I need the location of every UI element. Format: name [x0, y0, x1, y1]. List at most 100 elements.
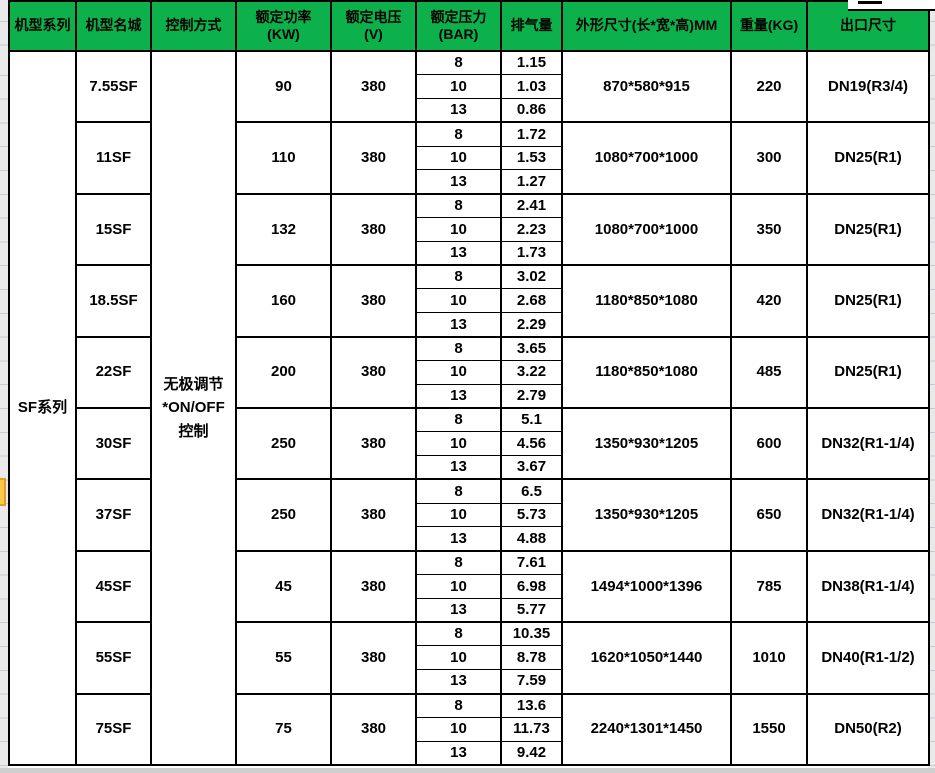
cell-rated-voltage[interactable]: 380 [330, 621, 417, 695]
cell-pressure[interactable]: 8 [415, 192, 502, 219]
header-dimensions[interactable]: 外形尺寸(长*宽*高)MM [561, 0, 732, 52]
cell-rated-voltage[interactable]: 380 [330, 121, 417, 195]
cell-dimensions[interactable]: 1080*700*1000 [561, 192, 732, 267]
cell-rated-voltage[interactable]: 380 [330, 549, 417, 624]
cell-rated-power[interactable]: 132 [235, 192, 332, 267]
cell-displacement[interactable]: 13.6 [500, 692, 563, 718]
cell-weight[interactable]: 600 [730, 406, 808, 481]
cell-dimensions[interactable]: 1620*1050*1440 [561, 621, 732, 695]
header-control-mode[interactable]: 控制方式 [150, 0, 237, 52]
cell-displacement[interactable]: 1.73 [500, 240, 563, 266]
cell-dimensions[interactable]: 1180*850*1080 [561, 264, 732, 338]
header-model-name[interactable]: 机型名城 [75, 0, 152, 52]
cell-weight[interactable]: 485 [730, 335, 808, 409]
cell-displacement[interactable]: 3.65 [500, 335, 563, 361]
cell-displacement[interactable]: 4.88 [500, 526, 563, 552]
cell-rated-voltage[interactable]: 380 [330, 478, 417, 552]
cell-pressure[interactable]: 13 [415, 383, 502, 409]
cell-pressure[interactable]: 10 [415, 502, 502, 528]
cell-pressure[interactable]: 8 [415, 264, 502, 290]
cell-displacement[interactable]: 6.98 [500, 574, 563, 599]
cell-weight[interactable]: 1010 [730, 621, 808, 695]
cell-outlet-size[interactable]: DN25(R1) [806, 192, 930, 267]
cell-pressure[interactable]: 13 [415, 169, 502, 195]
cell-rated-voltage[interactable]: 380 [330, 192, 417, 267]
cell-outlet-size[interactable]: DN40(R1-1/2) [806, 621, 930, 695]
cell-dimensions[interactable]: 1350*930*1205 [561, 478, 732, 552]
cell-pressure[interactable]: 10 [415, 217, 502, 242]
header-rated-voltage[interactable]: 额定电压 (V) [330, 0, 417, 52]
cell-weight[interactable]: 650 [730, 478, 808, 552]
cell-rated-voltage[interactable]: 380 [330, 692, 417, 766]
cell-weight[interactable]: 420 [730, 264, 808, 338]
cell-pressure[interactable]: 8 [415, 692, 502, 718]
cell-model-name[interactable]: 15SF [75, 192, 152, 267]
cell-pressure[interactable]: 8 [415, 335, 502, 361]
cell-pressure[interactable]: 10 [415, 431, 502, 457]
cell-pressure[interactable]: 13 [415, 312, 502, 338]
cell-displacement[interactable]: 9.42 [500, 740, 563, 766]
cell-displacement[interactable]: 7.61 [500, 549, 563, 576]
cell-displacement[interactable]: 4.56 [500, 431, 563, 457]
cell-model-name[interactable]: 55SF [75, 621, 152, 695]
cell-dimensions[interactable]: 870*580*915 [561, 49, 732, 124]
cell-weight[interactable]: 300 [730, 121, 808, 195]
cell-pressure[interactable]: 10 [415, 645, 502, 671]
header-rated-pressure[interactable]: 额定压力 (BAR) [415, 0, 502, 52]
cell-model-name[interactable]: 37SF [75, 478, 152, 552]
cell-model-name[interactable]: 11SF [75, 121, 152, 195]
cell-outlet-size[interactable]: DN25(R1) [806, 121, 930, 195]
header-series[interactable]: 机型系列 [8, 0, 77, 52]
cell-displacement[interactable]: 2.79 [500, 383, 563, 409]
cell-pressure[interactable]: 8 [415, 406, 502, 433]
cell-model-name[interactable]: 30SF [75, 406, 152, 481]
cell-rated-power[interactable]: 250 [235, 478, 332, 552]
cell-displacement[interactable]: 5.77 [500, 597, 563, 623]
cell-pressure[interactable]: 13 [415, 740, 502, 766]
cell-outlet-size[interactable]: DN25(R1) [806, 264, 930, 338]
cell-rated-power[interactable]: 45 [235, 549, 332, 624]
cell-pressure[interactable]: 10 [415, 288, 502, 314]
cell-displacement[interactable]: 6.5 [500, 478, 563, 504]
cell-control-mode[interactable]: 无极调节 *ON/OFF 控制 [150, 50, 237, 766]
cell-displacement[interactable]: 2.41 [500, 192, 563, 219]
cell-pressure[interactable]: 10 [415, 574, 502, 599]
cell-pressure[interactable]: 8 [415, 549, 502, 576]
cell-pressure[interactable]: 13 [415, 240, 502, 266]
cell-dimensions[interactable]: 1494*1000*1396 [561, 549, 732, 624]
cell-rated-power[interactable]: 160 [235, 264, 332, 338]
cell-displacement[interactable]: 8.78 [500, 645, 563, 671]
cell-outlet-size[interactable]: DN38(R1-1/4) [806, 549, 930, 624]
cell-dimensions[interactable]: 1350*930*1205 [561, 406, 732, 481]
cell-displacement[interactable]: 1.03 [500, 74, 563, 100]
cell-dimensions[interactable]: 1080*700*1000 [561, 121, 732, 195]
cell-pressure[interactable]: 8 [415, 478, 502, 504]
cell-dimensions[interactable]: 1180*850*1080 [561, 335, 732, 409]
cell-displacement[interactable]: 2.68 [500, 288, 563, 314]
cell-displacement[interactable]: 1.15 [500, 50, 563, 76]
cell-pressure[interactable]: 10 [415, 145, 502, 171]
cell-pressure[interactable]: 13 [415, 98, 502, 123]
cell-rated-power[interactable]: 55 [235, 621, 332, 695]
cell-displacement[interactable]: 2.23 [500, 217, 563, 242]
cell-model-name[interactable]: 75SF [75, 692, 152, 766]
cell-pressure[interactable]: 13 [415, 455, 502, 480]
cell-displacement[interactable]: 1.27 [500, 169, 563, 195]
cell-displacement[interactable]: 0.86 [500, 98, 563, 123]
cell-weight[interactable]: 220 [730, 49, 808, 124]
cell-outlet-size[interactable]: DN32(R1-1/4) [806, 406, 930, 481]
cell-outlet-size[interactable]: DN19(R3/4) [806, 49, 930, 124]
header-weight[interactable]: 重量(KG) [730, 0, 808, 52]
cell-displacement[interactable]: 3.02 [500, 264, 563, 290]
cell-pressure[interactable]: 10 [415, 74, 502, 100]
cell-displacement[interactable]: 2.29 [500, 312, 563, 338]
cell-displacement[interactable]: 10.35 [500, 621, 563, 647]
cell-pressure[interactable]: 8 [415, 621, 502, 647]
cell-displacement[interactable]: 3.22 [500, 359, 563, 385]
cell-model-name[interactable]: 18.5SF [75, 264, 152, 338]
cell-outlet-size[interactable]: DN50(R2) [806, 692, 930, 766]
cell-model-name[interactable]: 7.55SF [75, 49, 152, 124]
cell-series[interactable]: SF系列 [8, 50, 77, 766]
cell-pressure[interactable]: 10 [415, 716, 502, 742]
cell-pressure[interactable]: 8 [415, 50, 502, 76]
